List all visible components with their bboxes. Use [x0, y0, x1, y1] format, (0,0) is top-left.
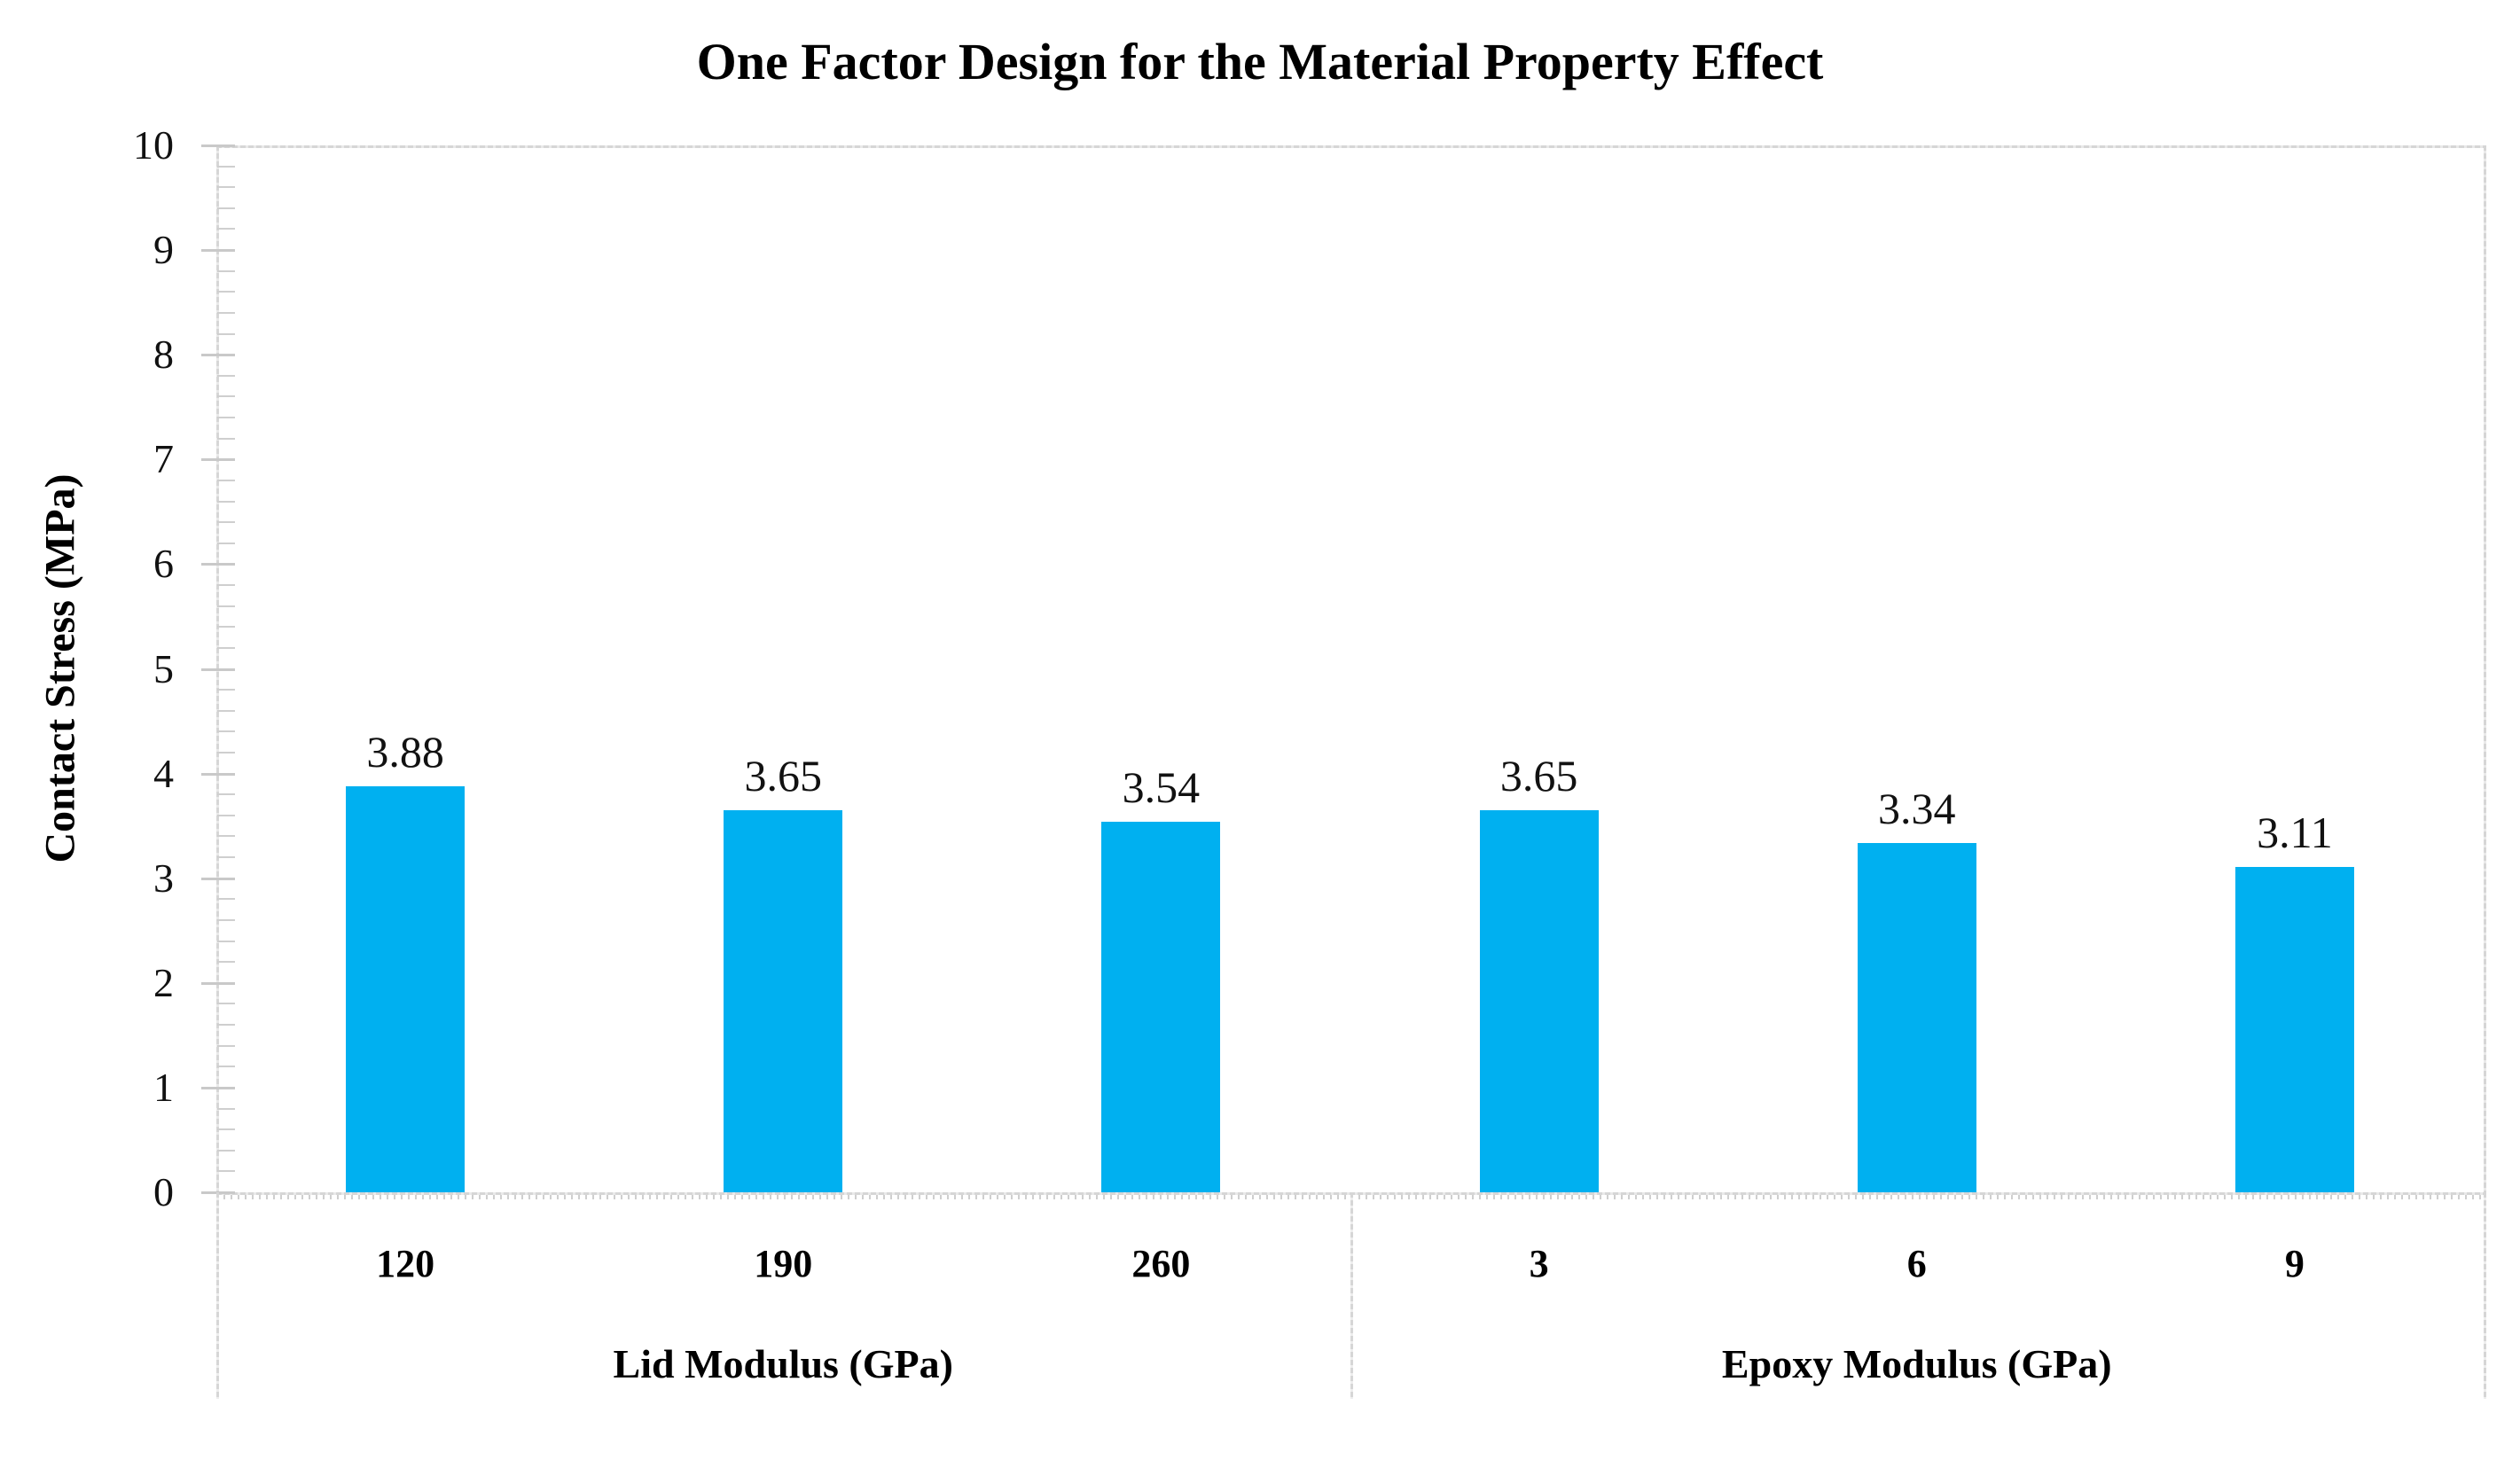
y-minor-tick [217, 165, 235, 168]
x-category-label: 9 [2284, 1242, 2305, 1285]
y-minor-tick [217, 605, 235, 607]
y-minor-tick [217, 898, 235, 901]
y-minor-tick [217, 186, 235, 189]
y-minor-tick [217, 646, 235, 649]
category-axis-divider [2484, 1192, 2486, 1399]
y-minor-tick [217, 500, 235, 503]
y-minor-tick [217, 626, 235, 629]
bar [346, 785, 466, 1192]
x-category-label: 120 [376, 1242, 435, 1285]
bar-value-label: 3.34 [1878, 783, 1956, 833]
y-minor-tick [217, 269, 235, 272]
y-minor-tick [217, 814, 235, 816]
y-tick-label: 10 [133, 122, 174, 168]
bar-value-label: 3.11 [2257, 807, 2333, 857]
y-minor-tick [217, 856, 235, 859]
x-category-label: 6 [1906, 1242, 1927, 1285]
y-major-tick [201, 249, 235, 253]
y-minor-tick [217, 918, 235, 921]
bar-value-label: 3.65 [1499, 750, 1578, 800]
y-minor-tick [217, 689, 235, 691]
y-minor-tick [217, 1128, 235, 1131]
y-major-tick [201, 1086, 235, 1089]
bar [1479, 809, 1599, 1192]
plot-top-border [216, 145, 2486, 148]
category-axis-divider [216, 1192, 219, 1399]
y-major-tick [201, 668, 235, 671]
y-minor-tick [217, 1024, 235, 1027]
y-tick-label: 7 [153, 436, 174, 482]
y-minor-tick [217, 835, 235, 838]
y-tick-label: 4 [153, 750, 174, 796]
y-minor-tick [217, 584, 235, 587]
y-major-tick [201, 981, 235, 985]
bar-value-label: 3.65 [744, 750, 823, 800]
y-minor-tick [217, 730, 235, 733]
category-axis-divider [1350, 1192, 1353, 1399]
y-minor-tick [217, 521, 235, 524]
y-minor-tick [217, 1107, 235, 1110]
plot-right-border [2484, 145, 2486, 1195]
y-tick-label: 2 [153, 959, 174, 1005]
bar [1101, 821, 1221, 1192]
y-minor-tick [217, 395, 235, 398]
x-group-label: Epoxy Modulus (GPa) [1721, 1341, 2112, 1386]
y-minor-tick [217, 437, 235, 440]
bar [2234, 866, 2354, 1192]
y-major-tick [201, 144, 235, 147]
y-minor-tick [217, 1066, 235, 1068]
y-minor-tick [217, 940, 235, 942]
y-minor-tick [217, 1170, 235, 1173]
y-minor-tick [217, 793, 235, 796]
y-major-tick [201, 563, 235, 566]
x-group-label: Lid Modulus (GPa) [613, 1341, 953, 1386]
bar-value-label: 3.54 [1122, 761, 1201, 812]
y-major-tick [201, 877, 235, 880]
y-major-tick [201, 458, 235, 462]
y-major-tick [201, 354, 235, 357]
y-major-tick [201, 772, 235, 776]
bar-value-label: 3.88 [366, 726, 444, 777]
y-minor-tick [217, 332, 235, 335]
y-minor-tick [217, 291, 235, 293]
y-tick-label: 9 [153, 227, 174, 273]
chart-title: One Factor Design for the Material Prope… [696, 33, 1824, 90]
y-tick-label: 6 [153, 541, 174, 587]
y-minor-tick [217, 374, 235, 377]
y-minor-tick [217, 961, 235, 964]
y-tick-label: 1 [153, 1064, 174, 1110]
bar [1857, 842, 1976, 1192]
y-minor-tick [217, 479, 235, 481]
y-tick-label: 0 [153, 1169, 174, 1214]
y-tick-label: 5 [153, 645, 174, 691]
y-minor-tick [217, 1044, 235, 1047]
y-minor-tick [217, 228, 235, 230]
y-minor-tick [217, 1149, 235, 1152]
y-tick-label: 8 [153, 332, 174, 378]
y-minor-tick [217, 207, 235, 209]
x-category-label: 190 [754, 1242, 813, 1285]
y-minor-tick [217, 709, 235, 712]
y-minor-tick [217, 1003, 235, 1005]
y-minor-tick [217, 311, 235, 314]
x-category-label: 260 [1131, 1242, 1191, 1285]
y-minor-tick [217, 417, 235, 419]
y-minor-tick [217, 751, 235, 753]
x-category-label: 3 [1529, 1242, 1549, 1285]
bar [724, 809, 843, 1192]
y-tick-label: 3 [153, 855, 174, 901]
y-minor-tick [217, 542, 235, 544]
